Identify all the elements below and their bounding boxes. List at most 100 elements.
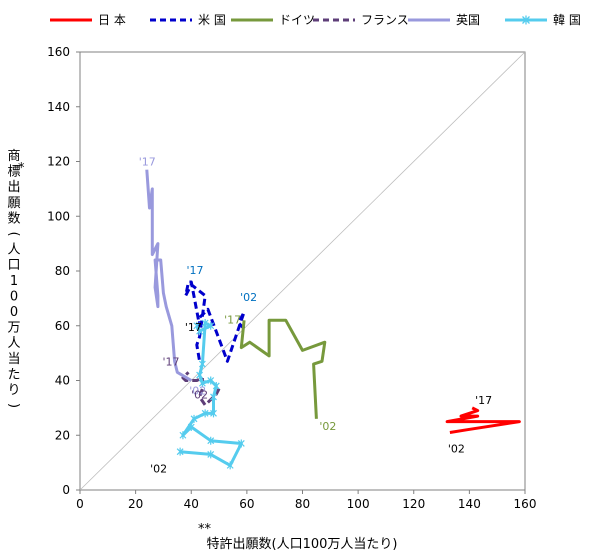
legend-label: ドイツ	[279, 13, 315, 27]
series-line	[184, 280, 246, 363]
plot-area: '17'17'02'17'17'17'02'02'02'02'17'02	[79, 51, 526, 491]
x-axis: 0 20 40 60 80 100 120 140 160	[76, 490, 536, 511]
y-tick-label: 120	[47, 155, 70, 169]
x-tick-label: 20	[128, 497, 143, 511]
series-line	[145, 169, 193, 382]
series-line	[239, 318, 327, 419]
annotation-label: '02	[150, 463, 167, 476]
legend-marker	[522, 15, 530, 25]
legend-item: 米 国	[150, 13, 226, 27]
annotation-label: '17	[186, 264, 203, 277]
y-tick-label: 100	[47, 209, 70, 223]
legend-label: 日 本	[98, 13, 126, 27]
y-axis-title-char: 標	[7, 165, 20, 180]
x-tick-label: 60	[239, 497, 254, 511]
series-marker	[210, 392, 217, 401]
series-2	[239, 318, 327, 419]
y-axis-marker: *	[18, 161, 25, 176]
legend-item: 日 本	[50, 13, 126, 27]
series-marker	[212, 381, 220, 390]
x-tick-label: 120	[402, 497, 425, 511]
annotation-label: '17	[162, 355, 179, 368]
y-tick-label: 80	[55, 264, 70, 278]
annotation-label: '02	[189, 385, 206, 398]
y-axis-title-char: (	[6, 231, 21, 236]
series-marker	[198, 379, 206, 388]
series-marker	[176, 447, 184, 456]
legend-item: フランス	[313, 13, 409, 27]
annotation-label: '02	[448, 443, 465, 456]
legend-item: 英国	[408, 13, 480, 27]
x-tick-label: 100	[347, 497, 370, 511]
legend-label: 米 国	[198, 13, 226, 27]
y-axis-title-char: り	[7, 383, 20, 398]
x-axis-marker: **	[198, 522, 212, 537]
y-axis-title-char: 当	[7, 352, 20, 367]
series-marker	[207, 450, 215, 459]
y-tick-label: 60	[55, 319, 70, 333]
y-tick-label: 140	[47, 100, 70, 114]
legend-item: ドイツ	[231, 13, 315, 27]
legend-label: 英国	[456, 13, 480, 27]
series-marker	[207, 376, 215, 385]
annotation-label: '17	[185, 321, 202, 334]
x-tick-label: 80	[295, 497, 310, 511]
series-marker	[237, 439, 245, 448]
series-1	[184, 280, 246, 363]
y-tick-label: 160	[47, 45, 70, 59]
series-marker	[198, 360, 206, 369]
series-marker	[210, 409, 217, 418]
y-axis: 0 20 40 60 80 100 120 140 160	[47, 45, 80, 497]
annotation-label: '17	[139, 156, 156, 169]
series-5	[176, 319, 245, 470]
series-line	[179, 321, 243, 467]
x-tick-label: 140	[458, 497, 481, 511]
y-tick-label: 40	[55, 374, 70, 388]
y-axis-title-char: 1	[10, 274, 18, 289]
annotation-label: '02	[240, 291, 257, 304]
x-tick-label: 0	[76, 497, 84, 511]
series-marker	[196, 371, 204, 380]
y-axis-title-char: 人	[7, 243, 20, 258]
y-axis-title-char: 口	[7, 258, 20, 273]
legend-label: 韓 国	[553, 13, 581, 27]
y-axis-title-char: 願	[7, 196, 20, 211]
annotation-label: '02	[319, 420, 336, 433]
annotation-layer: '17'17'02'17'17'17'02'02'02'02'17'02	[139, 156, 492, 476]
y-axis-title-char: 0	[10, 305, 18, 320]
series-4	[145, 169, 193, 382]
legend-item: 韓 国	[505, 13, 581, 27]
series-marker	[226, 461, 234, 470]
series-marker	[190, 414, 198, 423]
y-axis-title-char: )	[6, 403, 21, 408]
legend: 日 本 米 国 ドイツ フランス 英国 韓 国	[50, 13, 581, 27]
y-axis-title-char: た	[7, 367, 20, 382]
series-marker	[193, 321, 201, 330]
series-marker	[179, 431, 187, 440]
diagonal-reference-line	[79, 51, 526, 491]
series-marker	[207, 321, 215, 330]
y-tick-label: 0	[62, 483, 70, 497]
x-tick-label: 160	[514, 497, 537, 511]
annotation-label: '17	[475, 394, 492, 407]
series-line	[445, 406, 521, 434]
series-0	[445, 406, 521, 434]
annotation-label: '02	[191, 389, 208, 402]
x-axis-title: 特許出願数(人口100万人当たり)	[207, 537, 398, 552]
series-marker	[201, 409, 209, 418]
series-marker	[201, 319, 209, 328]
annotation-label: '17	[224, 313, 241, 326]
series-layer	[145, 169, 521, 470]
y-axis-title-char: 人	[7, 336, 20, 351]
series-marker	[207, 436, 215, 445]
y-axis-title-char: 数	[7, 211, 20, 226]
series-marker	[187, 423, 195, 432]
legend-label: フランス	[361, 13, 409, 27]
y-axis-title-char: 0	[10, 289, 18, 304]
y-axis-title-char: 商	[7, 149, 20, 164]
y-tick-label: 20	[55, 428, 70, 442]
y-axis-title-char: 出	[7, 180, 20, 195]
y-axis-title-char: 万	[7, 321, 20, 336]
